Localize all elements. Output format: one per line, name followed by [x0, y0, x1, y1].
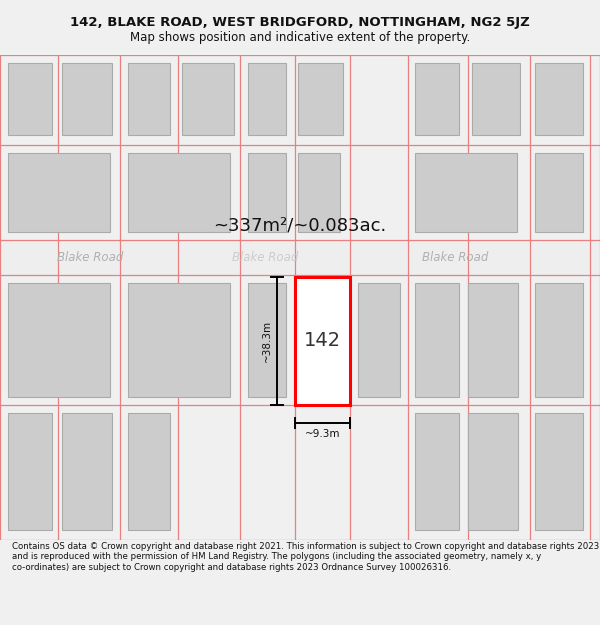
Bar: [248, 153, 286, 232]
Text: Contains OS data © Crown copyright and database right 2021. This information is : Contains OS data © Crown copyright and d…: [12, 542, 599, 572]
Bar: [248, 63, 286, 135]
Text: Blake Road: Blake Road: [422, 251, 488, 264]
Bar: [8, 153, 110, 232]
Text: Map shows position and indicative extent of the property.: Map shows position and indicative extent…: [130, 31, 470, 44]
Bar: [8, 413, 52, 530]
Text: Blake Road: Blake Road: [232, 251, 298, 264]
Bar: [415, 283, 459, 397]
Bar: [535, 153, 583, 232]
Bar: [358, 283, 400, 397]
Text: ~9.3m: ~9.3m: [305, 429, 340, 439]
Bar: [8, 63, 52, 135]
Bar: [468, 413, 518, 530]
Bar: [62, 63, 112, 135]
Text: Blake Road: Blake Road: [57, 251, 123, 264]
Bar: [472, 63, 520, 135]
Bar: [182, 63, 234, 135]
Bar: [248, 283, 286, 397]
Bar: [415, 63, 459, 135]
Bar: [468, 283, 518, 397]
Bar: [0, 240, 600, 275]
Bar: [535, 413, 583, 530]
Bar: [62, 413, 112, 530]
Bar: [535, 63, 583, 135]
Text: ~38.3m: ~38.3m: [262, 320, 272, 362]
Text: 142, BLAKE ROAD, WEST BRIDGFORD, NOTTINGHAM, NG2 5JZ: 142, BLAKE ROAD, WEST BRIDGFORD, NOTTING…: [70, 16, 530, 29]
Bar: [128, 283, 230, 397]
Bar: [298, 63, 343, 135]
Bar: [415, 413, 459, 530]
Text: 142: 142: [304, 331, 341, 351]
Bar: [295, 277, 350, 405]
Bar: [298, 153, 340, 232]
Text: ~337m²/~0.083ac.: ~337m²/~0.083ac.: [214, 217, 386, 235]
Bar: [8, 283, 110, 397]
Bar: [128, 63, 170, 135]
Bar: [415, 153, 517, 232]
Bar: [128, 153, 230, 232]
Bar: [128, 413, 170, 530]
Bar: [535, 283, 583, 397]
